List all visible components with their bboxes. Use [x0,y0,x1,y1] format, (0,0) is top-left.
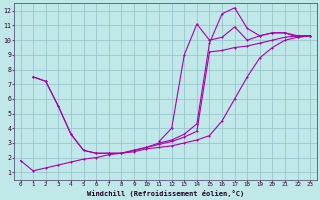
X-axis label: Windchill (Refroidissement éolien,°C): Windchill (Refroidissement éolien,°C) [87,190,244,197]
